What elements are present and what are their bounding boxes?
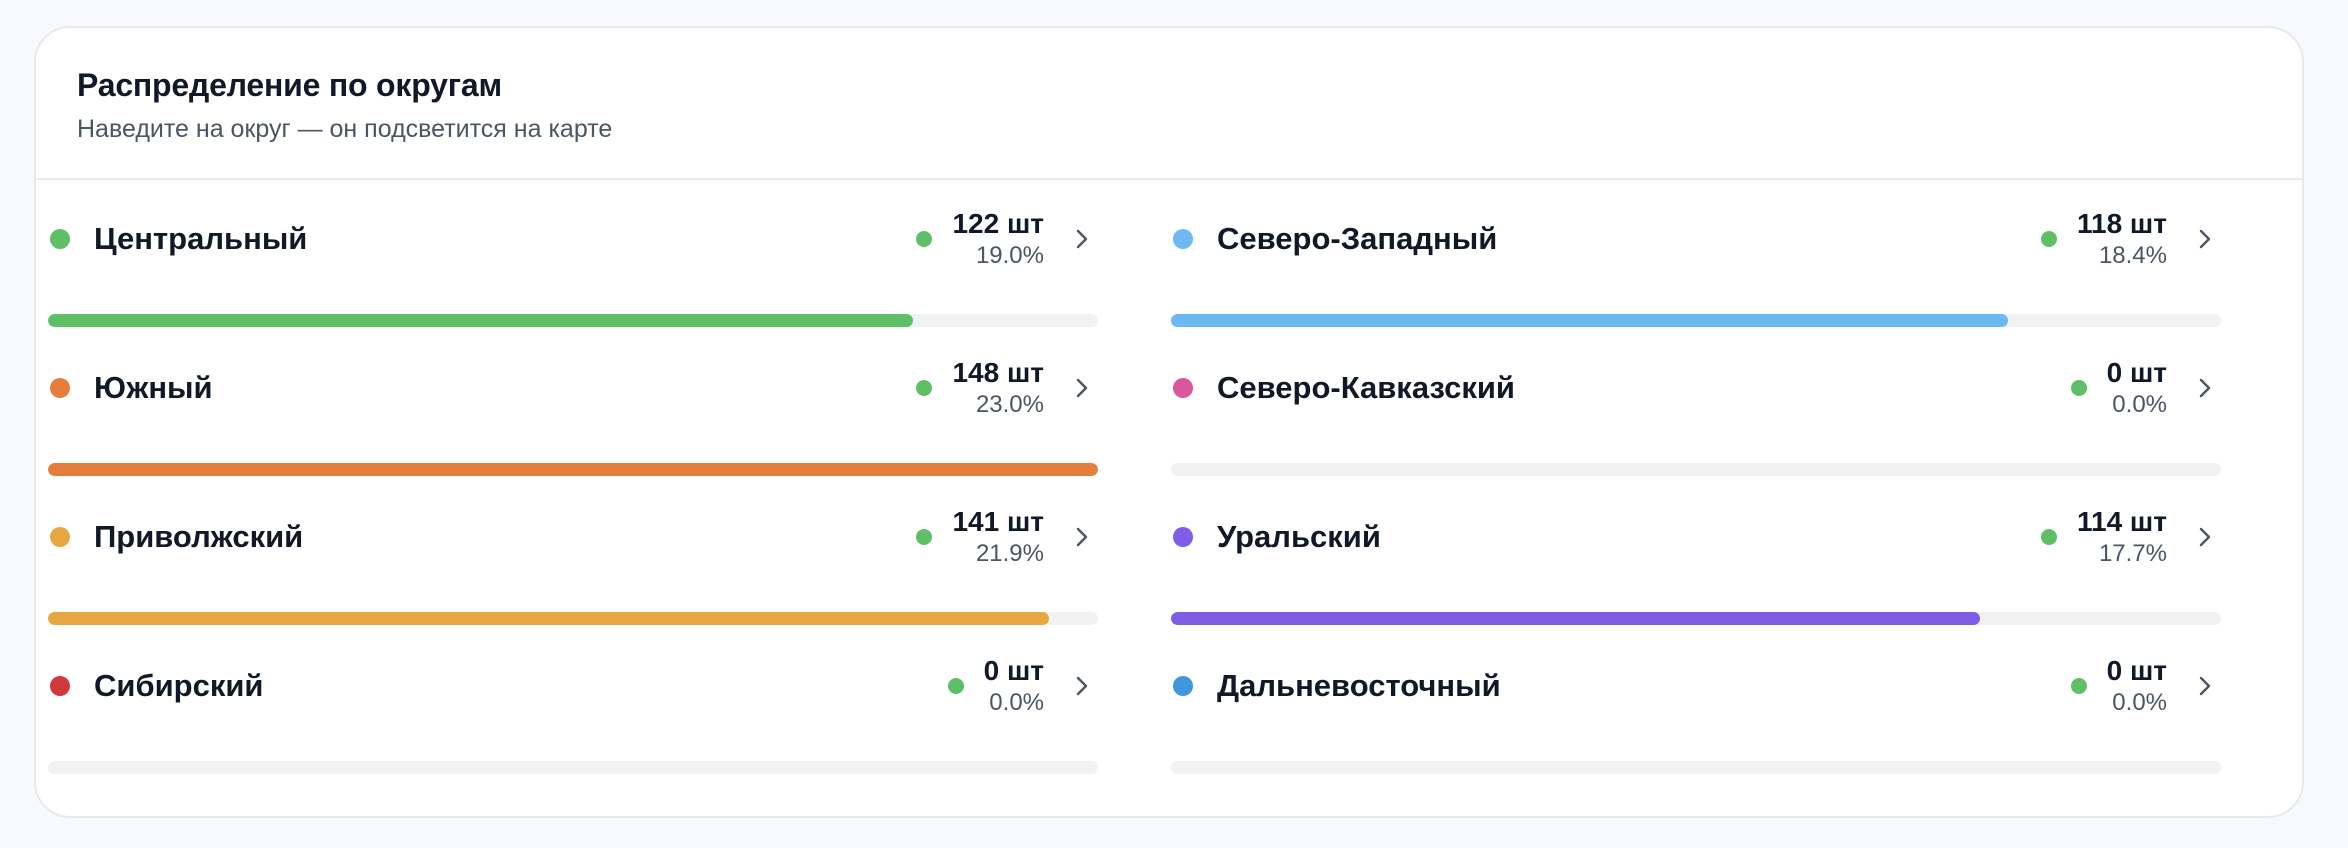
district-color-dot [1173, 676, 1193, 696]
district-name: Северо-Западный [1217, 221, 1498, 256]
district-percent: 19.0% [975, 242, 1044, 270]
district-name: Дальневосточный [1217, 668, 1501, 703]
status-dot [916, 231, 933, 247]
chevron-right-icon[interactable] [1072, 672, 1092, 700]
district-name: Центральный [94, 221, 308, 256]
district-percent: 17.7% [2098, 540, 2167, 568]
district-percent: 0.0% [2112, 689, 2167, 717]
district-progress-track [48, 463, 1098, 476]
district-stats: 148 шт 23.0% [952, 356, 1044, 420]
chevron-right-icon[interactable] [2195, 374, 2215, 402]
status-dot [2070, 678, 2087, 694]
district-count: 0 шт [983, 654, 1044, 686]
status-dot [916, 529, 933, 545]
district-stats: 114 шт 17.7% [2077, 505, 2167, 569]
district-stats: 0 шт 0.0% [2107, 356, 2167, 420]
district-color-dot [1173, 527, 1193, 547]
district-percent: 0.0% [2112, 391, 2167, 419]
district-row[interactable]: Дальневосточный 0 шт 0.0% [1171, 645, 2221, 774]
district-row[interactable]: Приволжский 141 шт 21.9% [48, 496, 1098, 625]
district-percent: 18.4% [2098, 242, 2167, 270]
district-progress-track [48, 761, 1098, 774]
district-stats: 0 шт 0.0% [984, 654, 1044, 718]
district-percent: 23.0% [975, 391, 1044, 419]
district-progress-fill [48, 314, 914, 327]
chevron-right-icon[interactable] [2195, 672, 2215, 700]
district-row-header: Северо-Западный 118 шт 18.4% [1171, 198, 2221, 280]
status-dot [916, 380, 933, 396]
status-dot [2040, 231, 2057, 247]
district-progress-fill [48, 612, 1049, 625]
district-row[interactable]: Южный 148 шт 23.0% [48, 347, 1098, 476]
district-row[interactable]: Северо-Западный 118 шт 18.4% [1171, 198, 2221, 327]
district-stats: 0 шт 0.0% [2107, 654, 2167, 718]
status-dot [2070, 380, 2087, 396]
district-row-header: Дальневосточный 0 шт 0.0% [1171, 645, 2221, 727]
district-row[interactable]: Центральный 122 шт 19.0% [48, 198, 1098, 327]
district-name: Сибирский [94, 668, 264, 703]
district-count: 148 шт [952, 356, 1044, 388]
district-percent: 21.9% [975, 540, 1044, 568]
card-title: Распределение по округам [77, 67, 502, 103]
district-count: 122 шт [952, 207, 1044, 239]
district-row-header: Сибирский 0 шт 0.0% [48, 645, 1098, 727]
district-color-dot [1173, 229, 1193, 249]
district-color-dot [50, 527, 70, 547]
district-stats: 118 шт 18.4% [2077, 207, 2167, 271]
district-distribution-card: Распределение по округам Наведите на окр… [34, 26, 2304, 818]
district-row-header: Северо-Кавказский 0 шт 0.0% [1171, 347, 2221, 429]
chevron-right-icon[interactable] [1072, 374, 1092, 402]
district-progress-track [1171, 612, 2221, 625]
district-progress-track [1171, 314, 2221, 327]
district-progress-fill [1171, 314, 2008, 327]
district-row-header: Центральный 122 шт 19.0% [48, 198, 1098, 280]
district-color-dot [50, 378, 70, 398]
district-row-header: Уральский 114 шт 17.7% [1171, 496, 2221, 578]
district-progress-track [1171, 463, 2221, 476]
card-header: Распределение по округам Наведите на окр… [36, 28, 2302, 180]
district-name: Приволжский [94, 519, 304, 554]
district-row[interactable]: Сибирский 0 шт 0.0% [48, 645, 1098, 774]
district-row[interactable]: Уральский 114 шт 17.7% [1171, 496, 2221, 625]
district-row-header: Южный 148 шт 23.0% [48, 347, 1098, 429]
district-color-dot [1173, 378, 1193, 398]
district-name: Южный [94, 370, 213, 405]
district-color-dot [50, 229, 70, 249]
district-stats: 122 шт 19.0% [952, 207, 1044, 271]
district-color-dot [50, 676, 70, 696]
district-progress-fill [48, 463, 1098, 476]
chevron-right-icon[interactable] [1072, 523, 1092, 551]
district-name: Уральский [1217, 519, 1381, 554]
district-name: Северо-Кавказский [1217, 370, 1515, 405]
district-progress-fill [1171, 612, 1980, 625]
status-dot [2040, 529, 2057, 545]
district-row-header: Приволжский 141 шт 21.9% [48, 496, 1098, 578]
chevron-right-icon[interactable] [2195, 225, 2215, 253]
status-dot [947, 678, 964, 694]
district-count: 118 шт [2076, 207, 2167, 239]
card-subtitle: Наведите на округ — он подсветится на ка… [77, 115, 613, 144]
district-percent: 0.0% [989, 689, 1044, 717]
chevron-right-icon[interactable] [2195, 523, 2215, 551]
district-progress-track [1171, 761, 2221, 774]
district-count: 0 шт [2106, 654, 2167, 686]
district-count: 0 шт [2106, 356, 2167, 388]
district-stats: 141 шт 21.9% [952, 505, 1044, 569]
district-row[interactable]: Северо-Кавказский 0 шт 0.0% [1171, 347, 2221, 476]
district-progress-track [48, 612, 1098, 625]
district-list: Центральный 122 шт 19.0% Северо-Западный… [48, 198, 2221, 774]
chevron-right-icon[interactable] [1072, 225, 1092, 253]
district-count: 141 шт [952, 505, 1044, 537]
district-count: 114 шт [2076, 505, 2167, 537]
district-progress-track [48, 314, 1098, 327]
